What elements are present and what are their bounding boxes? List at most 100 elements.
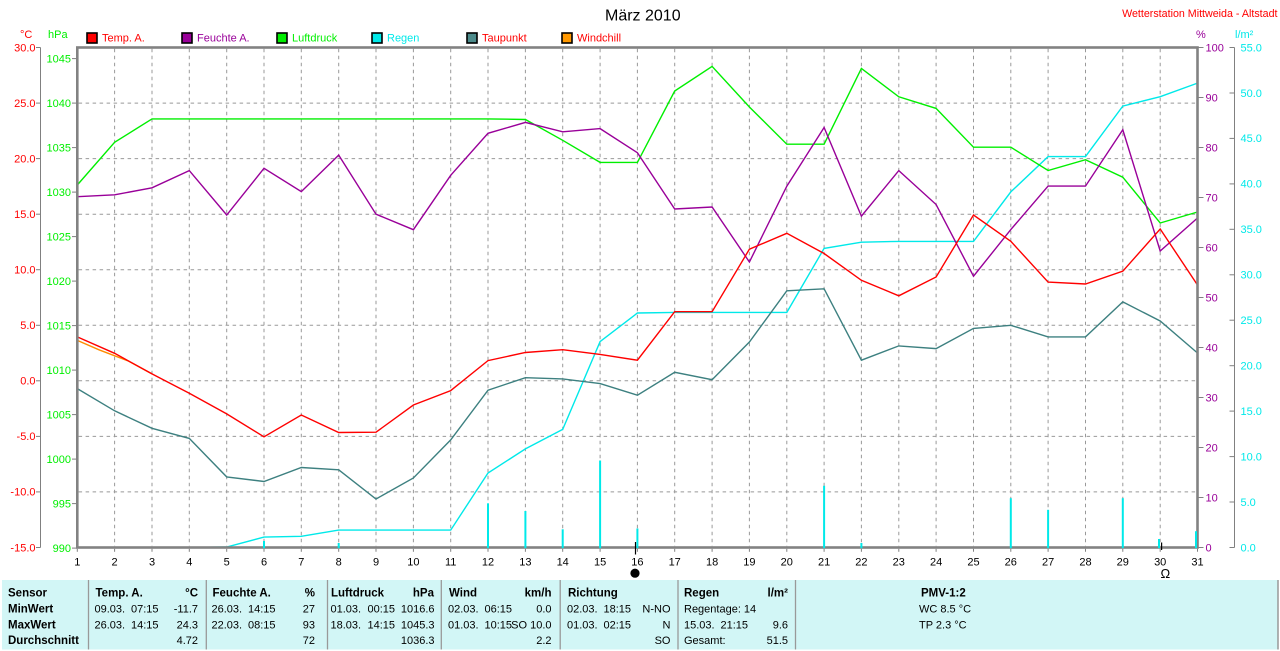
svg-text:29: 29 [1117, 557, 1129, 569]
svg-text:100: 100 [1206, 42, 1224, 54]
svg-text:15.0: 15.0 [1241, 406, 1262, 418]
svg-text:15.03.: 15.03. [684, 619, 715, 631]
svg-text:40.0: 40.0 [1241, 179, 1262, 191]
svg-text:90: 90 [1206, 92, 1218, 104]
svg-text:16: 16 [631, 557, 643, 569]
svg-text:WC 8.5 °C: WC 8.5 °C [919, 603, 971, 615]
svg-text:60: 60 [1206, 242, 1218, 254]
svg-text:PMV-1:2: PMV-1:2 [921, 588, 966, 600]
svg-text:1045.3: 1045.3 [401, 619, 435, 631]
svg-text:0.0: 0.0 [536, 603, 551, 615]
svg-text:15.0: 15.0 [14, 209, 35, 221]
svg-text:06:15: 06:15 [485, 603, 513, 615]
svg-text:SO 10.0: SO 10.0 [511, 619, 551, 631]
svg-text:14:15: 14:15 [368, 619, 396, 631]
svg-text:1016.6: 1016.6 [401, 603, 435, 615]
svg-text:1015: 1015 [47, 320, 71, 332]
svg-text:15: 15 [594, 557, 606, 569]
svg-text:Durchschnitt: Durchschnitt [8, 635, 79, 647]
svg-text:1035: 1035 [47, 142, 71, 154]
svg-text:6: 6 [261, 557, 267, 569]
svg-text:1030: 1030 [47, 187, 71, 199]
svg-text:hPa: hPa [413, 588, 435, 600]
svg-text:50.0: 50.0 [1241, 88, 1262, 100]
svg-text:30.0: 30.0 [14, 42, 35, 54]
svg-text:25.0: 25.0 [14, 98, 35, 110]
svg-text:11: 11 [445, 557, 456, 569]
svg-text:26.03.: 26.03. [95, 619, 126, 631]
svg-text:995: 995 [53, 498, 71, 510]
svg-text:28: 28 [1079, 557, 1091, 569]
svg-text:8: 8 [336, 557, 342, 569]
svg-text:2: 2 [112, 557, 118, 569]
svg-text:N-NO: N-NO [642, 603, 671, 615]
svg-text:08:15: 08:15 [248, 619, 276, 631]
svg-text:20: 20 [781, 557, 793, 569]
svg-text:km/h: km/h [525, 588, 552, 600]
svg-text:5.0: 5.0 [20, 320, 35, 332]
svg-text:Wetterstation Mittweida - Alts: Wetterstation Mittweida - Altstadt [1122, 8, 1277, 20]
svg-text:10: 10 [407, 557, 419, 569]
svg-text:Luftdruck: Luftdruck [292, 33, 338, 45]
svg-text:2.2: 2.2 [536, 635, 551, 647]
svg-text:21: 21 [818, 557, 830, 569]
svg-text:l/m²: l/m² [1235, 29, 1254, 41]
svg-text:MinWert: MinWert [8, 603, 53, 615]
svg-text:20.0: 20.0 [1241, 361, 1262, 373]
svg-text:72: 72 [303, 635, 315, 647]
svg-text:20.0: 20.0 [14, 153, 35, 165]
svg-text:-5.0: -5.0 [17, 431, 36, 443]
svg-text:%: % [1196, 29, 1206, 41]
svg-text:20: 20 [1206, 442, 1218, 454]
svg-text:26: 26 [1005, 557, 1017, 569]
svg-text:1010: 1010 [47, 365, 71, 377]
svg-text:09.03.: 09.03. [95, 603, 126, 615]
svg-text:TP 2.3 °C: TP 2.3 °C [919, 619, 967, 631]
svg-text:4.72: 4.72 [177, 635, 198, 647]
svg-text:07:15: 07:15 [131, 603, 159, 615]
svg-text:Ω: Ω [1160, 566, 1170, 581]
svg-text:26.03.: 26.03. [212, 603, 243, 615]
svg-text:Feuchte A.: Feuchte A. [197, 33, 250, 45]
svg-text:30: 30 [1206, 392, 1218, 404]
svg-text:25.0: 25.0 [1241, 315, 1262, 327]
svg-text:31: 31 [1191, 557, 1203, 569]
svg-text:Temp. A.: Temp. A. [96, 588, 143, 600]
svg-text:°C: °C [185, 588, 198, 600]
svg-text:25: 25 [967, 557, 979, 569]
svg-text:9.6: 9.6 [773, 619, 788, 631]
svg-text:Feuchte A.: Feuchte A. [213, 588, 271, 600]
svg-text:%: % [305, 588, 315, 600]
svg-text:MaxWert: MaxWert [8, 619, 56, 631]
svg-text:März 2010: März 2010 [605, 8, 681, 25]
svg-text:10.0: 10.0 [1241, 451, 1262, 463]
svg-text:Wind: Wind [449, 588, 477, 600]
svg-text:12: 12 [482, 557, 494, 569]
svg-text:50: 50 [1206, 292, 1218, 304]
svg-text:22.03.: 22.03. [212, 619, 243, 631]
svg-text:24: 24 [930, 557, 942, 569]
svg-text:10.0: 10.0 [14, 265, 35, 277]
svg-text:7: 7 [298, 557, 304, 569]
svg-text:19: 19 [743, 557, 755, 569]
svg-text:Regen: Regen [387, 33, 419, 45]
svg-text:Gesamt:: Gesamt: [684, 635, 726, 647]
svg-text:1020: 1020 [47, 276, 71, 288]
svg-text:-11.7: -11.7 [174, 603, 198, 615]
svg-text:1025: 1025 [47, 231, 71, 243]
svg-text:18.03.: 18.03. [331, 619, 362, 631]
svg-text:N: N [663, 619, 671, 631]
svg-text:23: 23 [893, 557, 905, 569]
svg-text:1045: 1045 [47, 53, 71, 65]
svg-text:Regen: Regen [684, 588, 719, 600]
svg-text:22: 22 [855, 557, 867, 569]
svg-text:10:15: 10:15 [485, 619, 513, 631]
svg-text:30.0: 30.0 [1241, 270, 1262, 282]
svg-text:27: 27 [1042, 557, 1054, 569]
svg-text:24.3: 24.3 [177, 619, 198, 631]
svg-text:18:15: 18:15 [604, 603, 632, 615]
svg-text:17: 17 [669, 557, 681, 569]
svg-text:27: 27 [303, 603, 315, 615]
svg-text:14: 14 [557, 557, 569, 569]
svg-text:Sensor: Sensor [8, 588, 48, 600]
